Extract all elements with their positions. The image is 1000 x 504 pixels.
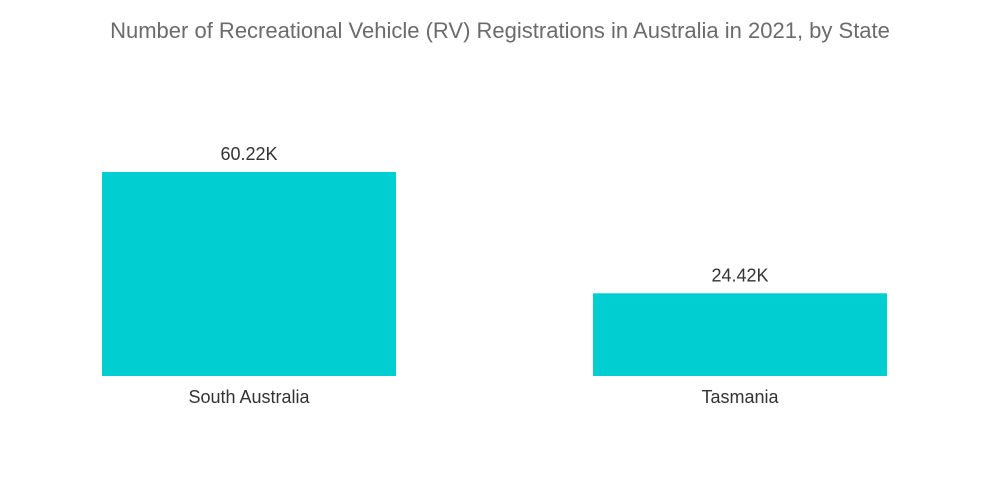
value-labels-layer: 60.22K 24.42K [220,144,768,285]
bars-layer [102,172,887,376]
tick-label-south-australia: South Australia [188,387,310,407]
bar-tasmania [593,293,887,376]
tick-label-tasmania: Tasmania [701,387,779,407]
bar-south-australia [102,172,396,376]
chart-title: Number of Recreational Vehicle (RV) Regi… [110,18,890,43]
value-label-tasmania: 24.42K [711,265,768,285]
tick-labels-layer: South Australia Tasmania [188,387,779,407]
value-label-south-australia: 60.22K [220,144,277,164]
